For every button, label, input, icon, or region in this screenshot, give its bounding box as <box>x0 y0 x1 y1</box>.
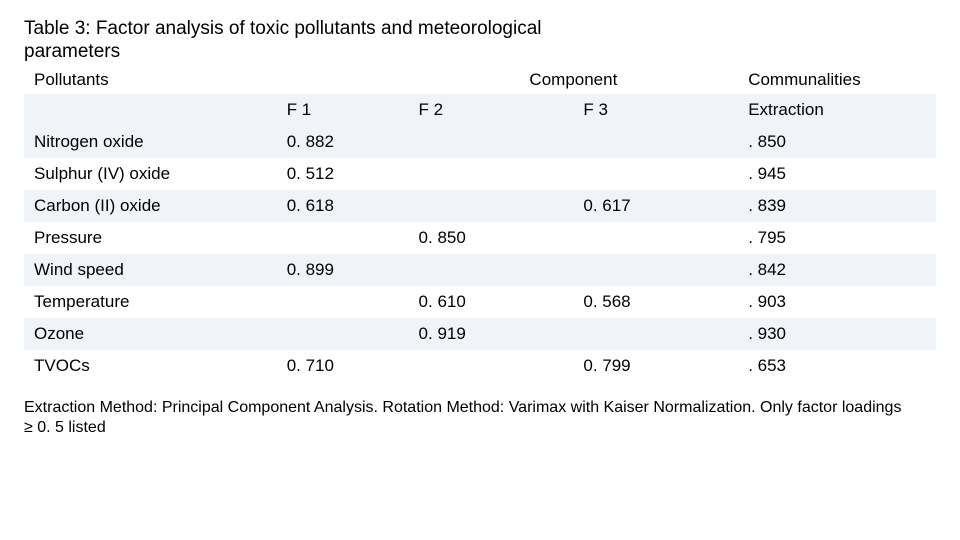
cell-f2: 0. 610 <box>409 286 574 318</box>
cell-pollutant: Pressure <box>24 222 277 254</box>
table-row: Ozone 0. 919 . 930 <box>24 318 936 350</box>
cell-f3: 0. 568 <box>573 286 738 318</box>
table-footnote: Extraction Method: Principal Component A… <box>24 398 904 438</box>
cell-extraction: . 839 <box>738 190 936 222</box>
cell-extraction: . 945 <box>738 158 936 190</box>
cell-f1 <box>277 286 409 318</box>
table-row: Temperature 0. 610 0. 568 . 903 <box>24 286 936 318</box>
table-row: TVOCs 0. 710 0. 799 . 653 <box>24 350 936 382</box>
cell-extraction: . 930 <box>738 318 936 350</box>
col-header-f1-blank <box>277 66 409 94</box>
cell-f3: 0. 799 <box>573 350 738 382</box>
cell-f2 <box>409 254 574 286</box>
cell-f2 <box>409 126 574 158</box>
cell-pollutant: TVOCs <box>24 350 277 382</box>
col-header-communalities: Communalities <box>738 66 936 94</box>
cell-f1 <box>277 222 409 254</box>
cell-pollutant: Carbon (II) oxide <box>24 190 277 222</box>
cell-f2: 0. 850 <box>409 222 574 254</box>
cell-f1: 0. 618 <box>277 190 409 222</box>
table-row: Wind speed 0. 899 . 842 <box>24 254 936 286</box>
cell-pollutant: Ozone <box>24 318 277 350</box>
cell-extraction: . 795 <box>738 222 936 254</box>
cell-f3 <box>573 126 738 158</box>
col-header-pollutants: Pollutants <box>24 66 277 94</box>
col-subheader-extraction: Extraction <box>738 94 936 126</box>
cell-f3 <box>573 222 738 254</box>
cell-f1: 0. 899 <box>277 254 409 286</box>
cell-f2: 0. 919 <box>409 318 574 350</box>
col-subheader-blank <box>24 94 277 126</box>
cell-f3 <box>573 254 738 286</box>
cell-pollutant: Sulphur (IV) oxide <box>24 158 277 190</box>
cell-extraction: . 653 <box>738 350 936 382</box>
cell-f2 <box>409 350 574 382</box>
table-body: Nitrogen oxide 0. 882 . 850 Sulphur (IV)… <box>24 126 936 382</box>
col-header-component: Component <box>409 66 739 94</box>
cell-f3 <box>573 158 738 190</box>
table-title: Table 3: Factor analysis of toxic pollut… <box>24 18 594 64</box>
cell-extraction: . 903 <box>738 286 936 318</box>
cell-f1: 0. 882 <box>277 126 409 158</box>
col-subheader-f3: F 3 <box>573 94 738 126</box>
cell-extraction: . 850 <box>738 126 936 158</box>
cell-f2 <box>409 190 574 222</box>
cell-pollutant: Nitrogen oxide <box>24 126 277 158</box>
cell-f3 <box>573 318 738 350</box>
table-row: Carbon (II) oxide 0. 618 0. 617 . 839 <box>24 190 936 222</box>
col-subheader-f1: F 1 <box>277 94 409 126</box>
cell-f2 <box>409 158 574 190</box>
factor-analysis-table: Pollutants Component Communalities F 1 F… <box>24 66 936 382</box>
col-subheader-f2: F 2 <box>409 94 574 126</box>
table-row: Sulphur (IV) oxide 0. 512 . 945 <box>24 158 936 190</box>
cell-pollutant: Temperature <box>24 286 277 318</box>
cell-pollutant: Wind speed <box>24 254 277 286</box>
table-row: Nitrogen oxide 0. 882 . 850 <box>24 126 936 158</box>
cell-extraction: . 842 <box>738 254 936 286</box>
cell-f1 <box>277 318 409 350</box>
table-row: Pressure 0. 850 . 795 <box>24 222 936 254</box>
cell-f3: 0. 617 <box>573 190 738 222</box>
cell-f1: 0. 512 <box>277 158 409 190</box>
cell-f1: 0. 710 <box>277 350 409 382</box>
